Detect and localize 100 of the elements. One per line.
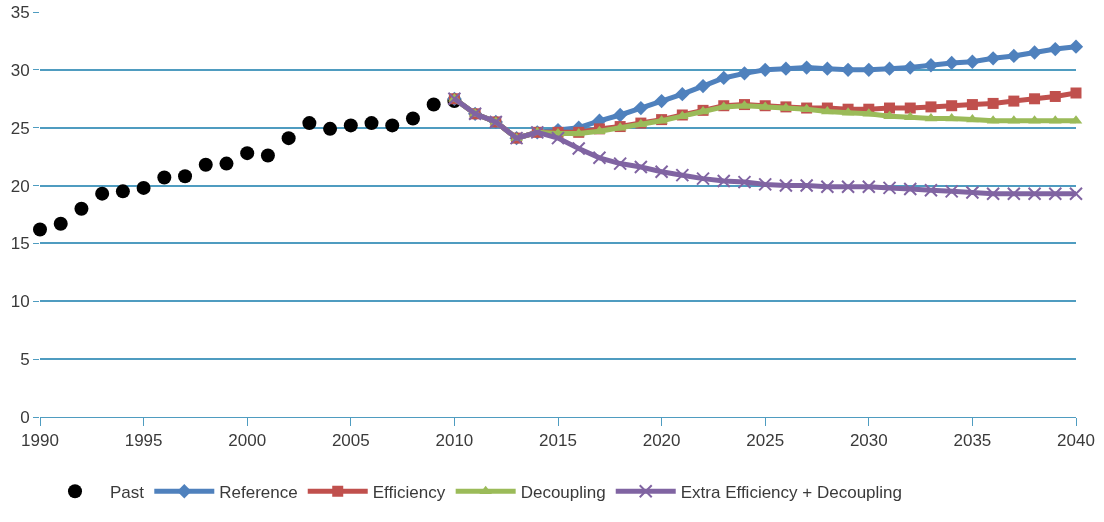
point xyxy=(986,186,1001,201)
point xyxy=(323,121,338,136)
point xyxy=(946,100,958,112)
point xyxy=(613,107,628,123)
x-tick-label: 2010 xyxy=(435,431,474,451)
point xyxy=(820,61,835,76)
y-tick-label: 20 xyxy=(10,176,30,196)
point xyxy=(302,116,317,131)
point xyxy=(965,185,980,200)
x-tick-label: 2000 xyxy=(228,431,267,451)
point xyxy=(696,171,711,186)
point xyxy=(1048,186,1063,201)
point xyxy=(364,116,379,131)
point xyxy=(426,97,441,112)
legend-label: Past xyxy=(110,482,145,502)
point xyxy=(1048,41,1063,57)
point xyxy=(903,182,918,197)
point xyxy=(923,58,939,73)
x-tick-label: 2030 xyxy=(849,431,888,451)
point xyxy=(925,101,937,113)
legend-label: Efficiency xyxy=(372,482,446,502)
point xyxy=(33,222,47,237)
point xyxy=(945,112,959,122)
point xyxy=(923,183,938,198)
point xyxy=(260,148,275,163)
point xyxy=(178,169,193,184)
point xyxy=(613,156,628,171)
point xyxy=(1029,93,1041,105)
point xyxy=(95,186,110,201)
y-tick-label: 10 xyxy=(10,292,30,312)
y-tick-label: 15 xyxy=(10,234,30,254)
point xyxy=(675,168,690,183)
point xyxy=(965,54,980,69)
y-tick-label: 30 xyxy=(10,60,30,80)
point xyxy=(737,175,752,190)
x-tick-label: 2035 xyxy=(953,431,992,451)
point xyxy=(737,66,752,81)
point xyxy=(157,170,172,185)
point xyxy=(820,179,835,194)
point xyxy=(633,160,648,175)
point xyxy=(675,87,690,102)
point xyxy=(115,184,130,199)
point xyxy=(778,178,793,193)
point xyxy=(799,178,814,193)
point xyxy=(944,55,959,71)
point xyxy=(1070,87,1082,99)
point xyxy=(53,216,68,231)
point xyxy=(987,97,999,109)
point xyxy=(654,164,669,179)
x-tick-label: 1995 xyxy=(124,431,163,451)
point xyxy=(985,51,1001,66)
point xyxy=(944,184,959,199)
point xyxy=(1027,45,1042,60)
point xyxy=(904,102,916,114)
point xyxy=(343,118,358,133)
x-tick-label: 2025 xyxy=(746,431,785,451)
point xyxy=(861,179,876,194)
point xyxy=(654,93,669,109)
y-tick-label: 35 xyxy=(10,2,30,22)
point xyxy=(281,131,296,146)
point xyxy=(799,60,814,75)
point xyxy=(219,156,234,171)
x-tick-label: 2020 xyxy=(642,431,681,451)
point xyxy=(882,180,897,195)
point xyxy=(385,118,400,133)
point xyxy=(1027,186,1042,201)
point xyxy=(695,78,711,94)
y-tick-label: 0 xyxy=(20,407,30,427)
point xyxy=(1008,95,1020,107)
point xyxy=(841,179,856,194)
point xyxy=(861,62,876,78)
point xyxy=(924,112,938,122)
point xyxy=(966,99,978,111)
point xyxy=(884,102,896,114)
x-tick-label: 1990 xyxy=(21,431,59,451)
point xyxy=(1049,90,1061,102)
point xyxy=(758,177,773,192)
point xyxy=(74,201,89,216)
legend-label: Decoupling xyxy=(520,482,606,502)
point xyxy=(592,150,607,165)
point xyxy=(198,157,213,172)
point xyxy=(716,70,731,86)
legend-label: Extra Efficiency + Decoupling xyxy=(680,482,903,502)
point xyxy=(1068,39,1084,54)
point xyxy=(240,146,255,161)
point xyxy=(903,60,918,75)
point xyxy=(633,100,649,116)
point xyxy=(136,180,151,195)
point xyxy=(882,61,897,76)
point xyxy=(1006,48,1021,64)
x-tick-label: 2015 xyxy=(539,431,577,451)
x-tick-label: 2040 xyxy=(1057,431,1095,451)
legend-label: Reference xyxy=(219,482,298,502)
point xyxy=(551,131,565,146)
point xyxy=(716,173,731,188)
y-tick-label: 25 xyxy=(10,118,30,138)
point xyxy=(405,111,420,126)
point xyxy=(1006,186,1021,201)
point xyxy=(571,141,586,156)
point xyxy=(1069,186,1083,201)
